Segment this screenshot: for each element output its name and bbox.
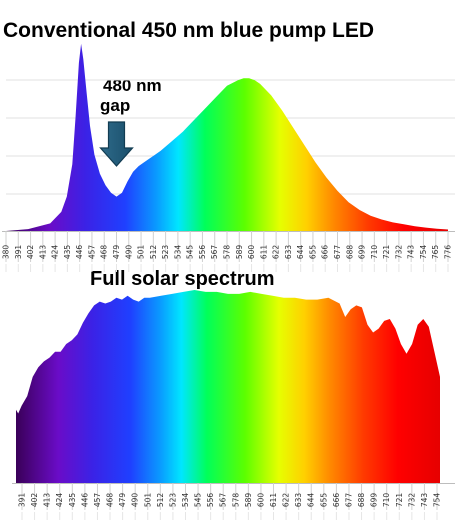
x-tick-label: 512 — [156, 493, 165, 508]
x-tick-label: 600 — [247, 245, 256, 260]
gap-arrow-icon — [99, 121, 134, 167]
x-tick-label: 556 — [198, 245, 207, 260]
annotation-gap-line2: gap — [100, 96, 131, 115]
x-tick-label: 688 — [345, 245, 354, 260]
x-tick-label: 457 — [93, 493, 102, 508]
x-tick-label: 534 — [181, 493, 190, 508]
x-tick-label: 589 — [244, 493, 253, 508]
x-tick-label: 468 — [100, 245, 109, 260]
x-tick-label: 446 — [80, 493, 89, 508]
x-tick-label: 413 — [38, 245, 47, 260]
x-tick-label: 633 — [284, 245, 293, 260]
x-tick-label: 754 — [433, 493, 442, 508]
x-tick-label: 512 — [149, 245, 158, 260]
x-tick-label: 743 — [407, 245, 416, 260]
x-tick-label: 765 — [431, 245, 440, 260]
x-tick-label: 424 — [51, 245, 60, 260]
x-tick-label: 468 — [106, 493, 115, 508]
x-tick-label: 655 — [319, 493, 328, 508]
x-tick-label: 644 — [296, 245, 305, 260]
x-tick-label: 677 — [344, 493, 353, 508]
solar-spectrum-chart: 391 402 413 424 435 446 457 468 479 490 501 512 523 5… — [12, 290, 455, 520]
x-tick-label: 545 — [194, 493, 203, 508]
annotation-gap-line1: 480 nm — [103, 76, 162, 95]
x-tick-label: 479 — [118, 493, 127, 508]
x-tick-label: 523 — [168, 493, 177, 508]
x-tick-label: 589 — [235, 245, 244, 260]
chart-title-led: Conventional 450 nm blue pump LED — [3, 19, 375, 42]
led-spectrum-chart: 380 391 402 413 424 435 446 457 468 479 490 501 512 5… — [2, 43, 455, 272]
x-tick-label: 622 — [272, 245, 281, 260]
x-tick-label: 666 — [332, 493, 341, 508]
x-tick-label: 567 — [210, 245, 219, 260]
x-tick-label: 556 — [206, 493, 215, 508]
x-tick-label: 380 — [2, 245, 11, 260]
x-tick-label: 391 — [14, 245, 23, 260]
x-tick-label: 611 — [269, 493, 278, 508]
x-tick-label: 501 — [143, 493, 152, 508]
x-tick-label: 567 — [219, 493, 228, 508]
x-tick-label: 666 — [321, 245, 330, 260]
x-tick-label: 710 — [382, 493, 391, 508]
x-tick-label: 699 — [370, 493, 379, 508]
x-tick-label: 391 — [18, 493, 27, 508]
x-tick-label: 754 — [419, 245, 428, 260]
x-tick-label: 600 — [256, 493, 265, 508]
x-tick-label: 721 — [395, 493, 404, 508]
x-tick-label: 776 — [444, 245, 453, 260]
x-tick-label: 446 — [75, 245, 84, 260]
x-tick-label: 732 — [407, 493, 416, 508]
x-tick-label: 490 — [131, 493, 140, 508]
x-tick-label: 501 — [137, 245, 146, 260]
x-tick-label: 402 — [26, 245, 35, 260]
x-tick-label: 424 — [55, 493, 64, 508]
x-tick-label: 413 — [43, 493, 52, 508]
x-tick-label: 633 — [294, 493, 303, 508]
x-tick-label: 611 — [259, 245, 268, 260]
x-tick-label: 402 — [30, 493, 39, 508]
x-tick-label: 435 — [68, 493, 77, 508]
x-tick-label: 490 — [124, 245, 133, 260]
x-tick-label: 644 — [307, 493, 316, 508]
chart-title-solar: Full solar spectrum — [90, 268, 275, 290]
x-tick-label: 732 — [394, 245, 403, 260]
x-tick-label: 677 — [333, 245, 342, 260]
x-tick-label: 710 — [370, 245, 379, 260]
x-tick-label: 622 — [282, 493, 291, 508]
spectrum-area — [16, 290, 440, 483]
x-tick-label: 743 — [420, 493, 429, 508]
x-tick-label: 655 — [308, 245, 317, 260]
x-tick-label: 479 — [112, 245, 121, 260]
x-tick-label: 721 — [382, 245, 391, 260]
x-tick-label: 699 — [358, 245, 367, 260]
spectrum-area — [6, 43, 448, 231]
x-tick-label: 578 — [223, 245, 232, 260]
x-tick-label: 457 — [87, 245, 96, 260]
x-tick-label: 545 — [186, 245, 195, 260]
x-tick-label: 523 — [161, 245, 170, 260]
x-tick-label: 435 — [63, 245, 72, 260]
x-tick-label: 534 — [173, 245, 182, 260]
x-tick-label: 688 — [357, 493, 366, 508]
x-tick-label: 578 — [231, 493, 240, 508]
